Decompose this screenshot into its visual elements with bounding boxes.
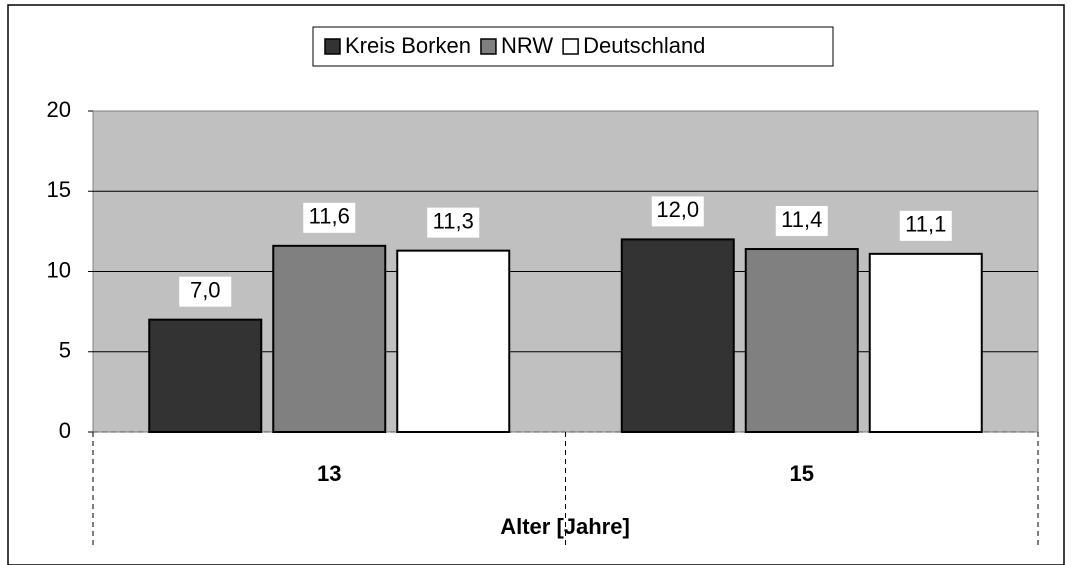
y-tick-label: 10 <box>47 257 71 282</box>
legend-swatch <box>480 38 497 55</box>
data-label-bg <box>899 210 952 241</box>
data-label: 7,0 <box>190 277 221 302</box>
x-tick-label: 15 <box>790 461 814 486</box>
legend-label: Kreis Borken <box>345 33 471 58</box>
bar <box>272 244 387 433</box>
y-tick-label: 0 <box>59 418 71 443</box>
legend-label: Deutschland <box>583 33 705 58</box>
y-tick-label: 20 <box>47 97 71 122</box>
bar <box>396 249 511 433</box>
data-label: 11,4 <box>781 207 822 232</box>
bar <box>148 318 263 433</box>
data-label-bg <box>427 207 480 238</box>
data-label: 11,3 <box>433 208 474 233</box>
data-label: 12,0 <box>656 197 699 222</box>
bar <box>620 238 735 433</box>
bar <box>868 252 983 433</box>
legend-label: NRW <box>501 33 553 58</box>
legend-swatch <box>324 38 341 55</box>
data-label-bg <box>303 202 356 233</box>
data-label: 11,6 <box>309 204 350 229</box>
legend-swatch <box>562 38 579 55</box>
bar <box>744 248 859 433</box>
x-tick-label: 13 <box>317 461 341 486</box>
data-label-bg <box>775 206 828 237</box>
y-tick-label: 15 <box>47 177 71 202</box>
y-tick-label: 5 <box>59 338 71 363</box>
data-label-bg <box>651 196 704 227</box>
data-label: 11,1 <box>905 212 946 237</box>
data-label-bg <box>179 276 232 307</box>
